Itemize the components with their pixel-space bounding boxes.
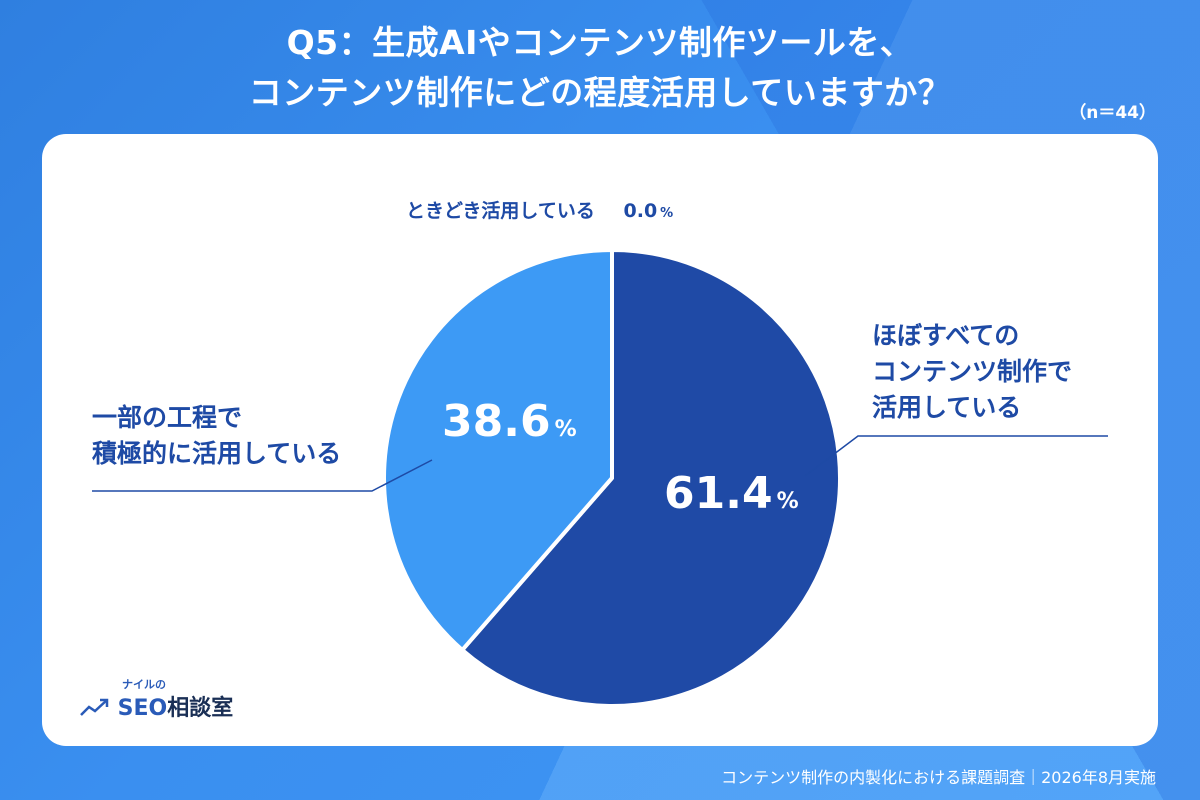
- logo: ナイルの SEO相談室: [80, 676, 233, 722]
- slice-label-partial-use-line-1: 一部の工程で: [92, 403, 243, 432]
- slice-value-partial-use-unit: %: [554, 417, 577, 442]
- slice-label-full-use-line-1: ほぼすべての: [872, 321, 1020, 350]
- chart-title-line-1: Q5：生成AIやコンテンツ制作ツールを、: [286, 23, 914, 62]
- sample-size: （n＝44）: [1069, 103, 1156, 123]
- slice-value-occasional-use: 0.0%: [624, 200, 674, 222]
- logo-top-text: ナイルの: [122, 678, 166, 691]
- slice-value-full-use-unit: %: [776, 489, 799, 514]
- slice-value-partial-use-number: 38.6: [442, 396, 551, 447]
- slice-value-full-use-number: 61.4: [664, 468, 773, 519]
- leader-line-full-use: [804, 435, 1108, 477]
- slice-value-occasional-use-unit: %: [660, 206, 674, 221]
- chart-title-line-2: コンテンツ制作にどの程度活用していますか？: [248, 73, 952, 112]
- chart-title: Q5：生成AIやコンテンツ制作ツールを、 コンテンツ制作にどの程度活用しています…: [0, 18, 1200, 118]
- slice-label-full-use-line-2: コンテンツ制作で: [872, 357, 1073, 386]
- logo-main: SEO相談室: [80, 690, 233, 722]
- slice-label-occasional-use-text: ときどき活用している: [406, 200, 595, 222]
- slice-label-full-use-line-3: 活用している: [872, 393, 1022, 422]
- trend-chart-icon: [80, 698, 109, 716]
- footer-note: コンテンツ制作の内製化における課題調査｜2026年8月実施: [721, 768, 1156, 787]
- slice-value-full-use: 61.4%: [664, 468, 799, 519]
- slice-label-full-use: ほぼすべての コンテンツ制作で 活用している: [872, 318, 1072, 426]
- pie-slice-partial-use: [382, 248, 614, 652]
- slice-label-partial-use-line-2: 積極的に活用している: [92, 439, 342, 468]
- pie-slice-full-use: [460, 248, 842, 708]
- slice-value-occasional-use-number: 0.0: [623, 200, 658, 222]
- slice-label-partial-use: 一部の工程で 積極的に活用している: [92, 400, 341, 472]
- leader-line-partial-use: [92, 459, 433, 492]
- slice-value-partial-use: 38.6%: [442, 396, 577, 447]
- logo-main-text: 相談室: [167, 696, 234, 721]
- slice-label-occasional-use: ときどき活用している 0.0%: [406, 196, 673, 223]
- logo-seo-text: SEO: [117, 696, 168, 721]
